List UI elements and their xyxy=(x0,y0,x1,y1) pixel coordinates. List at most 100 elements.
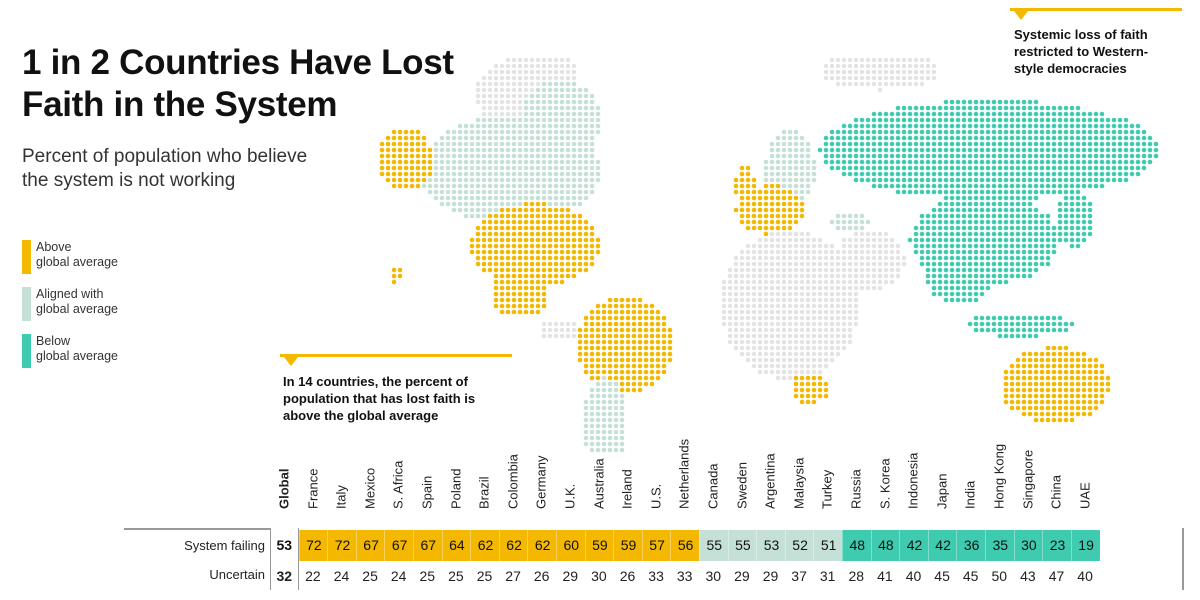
map-dot xyxy=(1063,201,1069,207)
column-header: Canada xyxy=(699,384,727,524)
map-dot xyxy=(511,171,517,177)
map-dot xyxy=(859,255,865,261)
map-dot xyxy=(511,153,517,159)
map-dot xyxy=(955,159,961,165)
map-dot xyxy=(781,195,787,201)
map-dot xyxy=(1003,201,1009,207)
map-dot xyxy=(745,213,751,219)
map-dot xyxy=(949,231,955,237)
map-dot xyxy=(1147,159,1153,165)
map-dot xyxy=(895,123,901,129)
map-dot xyxy=(817,243,823,249)
map-dot xyxy=(1087,177,1093,183)
map-dot xyxy=(1039,129,1045,135)
map-dot xyxy=(955,147,961,153)
system-failing-value: 56 xyxy=(670,530,700,561)
map-dot xyxy=(961,183,967,189)
map-dot xyxy=(937,111,943,117)
map-dot xyxy=(961,237,967,243)
map-dot xyxy=(1093,153,1099,159)
map-dot xyxy=(481,255,487,261)
map-dot xyxy=(979,99,985,105)
map-dot xyxy=(943,219,949,225)
map-dot xyxy=(787,189,793,195)
map-dot xyxy=(853,159,859,165)
map-dot xyxy=(1099,135,1105,141)
map-dot xyxy=(571,105,577,111)
map-dot xyxy=(469,123,475,129)
map-dot xyxy=(991,213,997,219)
map-dot xyxy=(925,123,931,129)
column-header-label: Indonesia xyxy=(905,452,921,509)
map-dot xyxy=(517,279,523,285)
map-dot xyxy=(589,129,595,135)
map-dot xyxy=(763,201,769,207)
map-dot xyxy=(481,141,487,147)
map-dot xyxy=(1135,129,1141,135)
map-dot xyxy=(493,261,499,267)
map-dot xyxy=(589,189,595,195)
map-dot xyxy=(739,261,745,267)
map-dot xyxy=(907,123,913,129)
map-dot xyxy=(787,225,793,231)
map-dot xyxy=(949,141,955,147)
map-dot xyxy=(1027,249,1033,255)
map-dot xyxy=(991,219,997,225)
map-dot xyxy=(391,135,397,141)
map-dot xyxy=(871,69,877,75)
map-dot xyxy=(1075,165,1081,171)
column-header-label: Argentina xyxy=(762,453,778,509)
map-dot xyxy=(757,237,763,243)
map-dot xyxy=(1051,249,1057,255)
map-dot xyxy=(1075,177,1081,183)
map-dot xyxy=(403,165,409,171)
map-dot xyxy=(565,207,571,213)
map-dot xyxy=(883,171,889,177)
map-dot xyxy=(451,195,457,201)
map-dot xyxy=(829,267,835,273)
column-header-label: Russia xyxy=(848,469,864,509)
map-dot xyxy=(913,135,919,141)
map-dot xyxy=(1051,159,1057,165)
map-dot xyxy=(481,75,487,81)
map-dot xyxy=(925,75,931,81)
map-dot xyxy=(931,213,937,219)
map-dot xyxy=(877,69,883,75)
map-dot xyxy=(1015,117,1021,123)
map-dot xyxy=(979,129,985,135)
map-dot xyxy=(529,141,535,147)
map-dot xyxy=(919,153,925,159)
map-dot xyxy=(781,159,787,165)
map-dot xyxy=(841,69,847,75)
map-dot xyxy=(961,267,967,273)
map-dot xyxy=(973,105,979,111)
map-dot xyxy=(1063,219,1069,225)
map-dot xyxy=(859,63,865,69)
map-dot xyxy=(967,111,973,117)
map-dot xyxy=(553,117,559,123)
map-dot xyxy=(571,75,577,81)
map-dot xyxy=(985,153,991,159)
map-dot xyxy=(985,207,991,213)
map-dot xyxy=(841,159,847,165)
map-dot xyxy=(1087,183,1093,189)
map-dot xyxy=(871,249,877,255)
column-header: Germany xyxy=(527,384,555,524)
map-dot xyxy=(865,147,871,153)
map-dot xyxy=(505,255,511,261)
map-dot xyxy=(787,153,793,159)
map-dot xyxy=(823,75,829,81)
map-dot xyxy=(841,57,847,63)
map-dot xyxy=(847,225,853,231)
map-dot xyxy=(499,177,505,183)
map-dot xyxy=(823,267,829,273)
map-dot xyxy=(415,153,421,159)
uncertain-value: 40 xyxy=(1077,568,1093,584)
map-dot xyxy=(751,189,757,195)
map-dot xyxy=(985,117,991,123)
map-dot xyxy=(895,261,901,267)
map-dot xyxy=(499,105,505,111)
map-dot xyxy=(1057,129,1063,135)
map-dot xyxy=(841,81,847,87)
map-dot xyxy=(1027,267,1033,273)
